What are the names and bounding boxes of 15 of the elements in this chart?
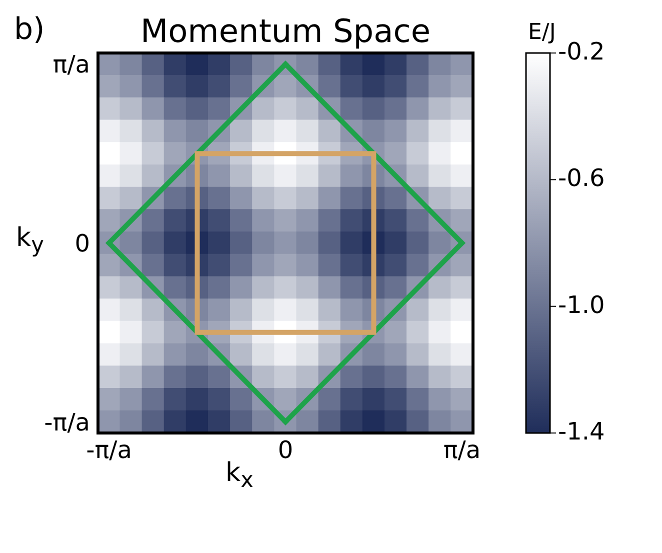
y-tick-label: -π/a — [44, 408, 90, 436]
x-axis-title: k$_{x}$ — [226, 458, 254, 494]
color-bar-title: E/J — [528, 20, 556, 45]
text: b) — [14, 12, 45, 47]
color-bar-label: -1.4 — [558, 418, 605, 446]
y-axis-title: k$_{y}$ — [16, 223, 44, 258]
y-tick-label: 0 — [74, 230, 90, 258]
color-bar-label: -0.6 — [558, 164, 605, 192]
chart-title: Momentum Space — [139, 12, 432, 50]
x-tick-label: π/a — [443, 436, 481, 464]
color-bar-label: -0.2 — [558, 38, 605, 66]
x-tick-label: 0 — [278, 436, 294, 464]
y-tick-label: π/a — [52, 50, 90, 79]
x-tick-label: -π/a — [86, 436, 132, 464]
color-bar-label: -1.0 — [558, 290, 605, 319]
